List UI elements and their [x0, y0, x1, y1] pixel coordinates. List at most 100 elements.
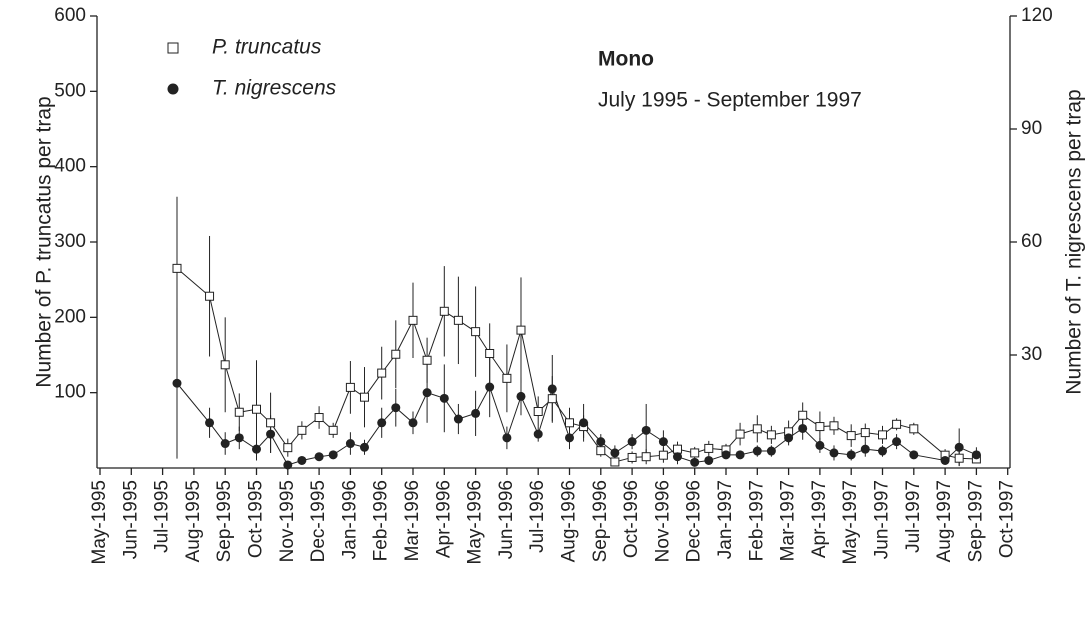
point	[314, 452, 324, 462]
point	[641, 452, 651, 462]
legend-marker	[167, 42, 179, 54]
point	[798, 410, 808, 420]
x-tick-label: Apr-1997	[809, 480, 830, 558]
series-line	[176, 267, 977, 463]
point	[892, 437, 902, 447]
point	[377, 368, 387, 378]
point	[658, 437, 668, 447]
legend-label: P. truncatus	[212, 36, 322, 59]
point	[533, 407, 543, 416]
point	[815, 422, 825, 432]
point	[408, 315, 418, 325]
point	[408, 418, 418, 428]
x-tick-label: Sep-1995	[214, 480, 235, 562]
point	[252, 404, 261, 414]
x-tick-label: Jan-1996	[339, 480, 360, 559]
x-tick-label: Dec-1996	[684, 480, 705, 562]
point	[658, 450, 668, 460]
x-tick-label: Aug-1996	[559, 480, 580, 562]
point	[672, 452, 682, 462]
point	[220, 439, 230, 449]
point	[252, 444, 261, 454]
y-tick-label: 400	[54, 156, 86, 177]
point	[627, 452, 637, 462]
point	[266, 429, 276, 439]
x-tick-label: May-1995	[89, 480, 110, 565]
point	[266, 418, 276, 428]
x-tick-label: Mar-1996	[402, 480, 423, 561]
point	[860, 428, 870, 438]
point	[846, 431, 856, 441]
point	[359, 442, 369, 452]
x-tick-label: Aug-1995	[183, 480, 204, 562]
point	[485, 382, 495, 392]
point	[422, 388, 432, 398]
point	[502, 373, 512, 383]
x-tick-label: Jun-1997	[872, 480, 893, 559]
legend-marker	[167, 83, 179, 95]
x-tick-label: Jun-1995	[120, 480, 141, 559]
point	[220, 360, 230, 370]
point	[547, 394, 557, 404]
point	[610, 448, 620, 458]
point	[579, 418, 589, 428]
legend-label: T. nigrescens	[212, 77, 337, 100]
point	[471, 408, 481, 418]
y2-tick-label: 120	[1021, 5, 1053, 26]
point	[846, 450, 856, 460]
point	[627, 437, 637, 447]
point	[297, 455, 307, 465]
point	[860, 444, 870, 454]
point	[502, 433, 512, 443]
point	[954, 453, 964, 463]
x-tick-label: Jan-1997	[715, 480, 736, 559]
x-tick-label: Sep-1997	[965, 480, 986, 562]
point	[297, 425, 307, 435]
point	[453, 414, 463, 424]
point	[283, 443, 293, 453]
point	[798, 423, 808, 433]
y-tick-label: 100	[54, 382, 86, 403]
x-tick-label: Feb-1997	[746, 480, 767, 561]
point	[565, 433, 574, 443]
point	[690, 448, 700, 458]
y2-tick-label: 60	[1021, 231, 1042, 252]
series-line	[176, 382, 977, 466]
point	[784, 433, 794, 443]
point	[391, 349, 401, 359]
point	[766, 430, 776, 440]
x-tick-label: Oct-1995	[246, 480, 267, 558]
point	[735, 429, 745, 439]
point	[954, 442, 964, 452]
point	[766, 446, 776, 456]
x-tick-label: Aug-1997	[934, 480, 955, 562]
y-tick-label: 500	[54, 80, 86, 101]
x-tick-label: May-1997	[840, 480, 861, 565]
x-tick-label: Dec-1995	[308, 480, 329, 562]
x-tick-label: May-1996	[465, 480, 486, 565]
point	[878, 430, 887, 440]
point	[377, 418, 387, 428]
point	[878, 446, 887, 456]
y2-tick-label: 90	[1021, 118, 1042, 139]
point	[439, 393, 449, 403]
x-tick-label: Jun-1996	[496, 480, 517, 559]
point	[172, 378, 182, 388]
point	[422, 355, 432, 365]
x-tick-label: Oct-1996	[621, 480, 642, 558]
point	[909, 450, 919, 460]
point	[752, 446, 762, 456]
point	[892, 419, 902, 429]
point	[328, 450, 338, 460]
point	[610, 457, 620, 467]
point	[596, 437, 606, 447]
x-tick-label: Jul-1995	[152, 480, 173, 553]
point	[391, 403, 401, 413]
chart-title: Mono	[598, 48, 654, 71]
point	[704, 443, 714, 453]
point	[815, 440, 825, 450]
x-tick-label: Oct-1997	[997, 480, 1018, 558]
point	[909, 424, 919, 434]
point	[971, 450, 981, 460]
